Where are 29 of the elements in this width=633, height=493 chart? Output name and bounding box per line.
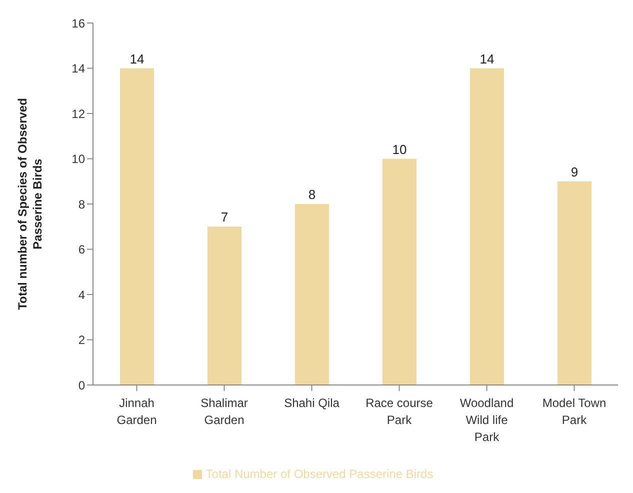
- bar: [382, 158, 416, 385]
- legend-label: Total Number of Observed Passerine Birds: [206, 467, 434, 481]
- y-tick-label: 8: [78, 197, 86, 212]
- y-tick-label: 12: [72, 106, 86, 121]
- y-tick-label: 16: [72, 16, 86, 30]
- y-tick-label: 4: [78, 288, 86, 302]
- data-label: 10: [392, 142, 407, 157]
- x-tick-label: Model Town Park: [542, 396, 606, 427]
- y-tick-label: 14: [72, 62, 86, 76]
- x-tick-label: Race course Park: [366, 396, 434, 427]
- x-tick-label: Woodland Wild life Park: [460, 396, 514, 444]
- x-tick-label: Shalimar Garden: [200, 396, 248, 427]
- bar: [470, 68, 504, 385]
- x-tick-label: Shahi Qila: [284, 396, 340, 410]
- bar: [558, 181, 592, 385]
- data-label: 9: [570, 164, 578, 180]
- y-tick-label: 2: [78, 333, 86, 348]
- y-tick-label: 10: [72, 152, 86, 166]
- bar: [120, 68, 154, 385]
- data-label: 8: [308, 187, 316, 202]
- data-label: 14: [130, 51, 144, 66]
- y-tick-label: 6: [78, 242, 86, 257]
- y-axis-title: Total number of Species of Observed Passerine Birds: [16, 98, 44, 310]
- x-tick-label: Jinnah Garden: [116, 396, 157, 427]
- bar: [295, 204, 329, 385]
- data-label: 7: [220, 210, 228, 225]
- bar: [208, 226, 242, 385]
- data-label: 14: [480, 51, 494, 66]
- y-tick-label: 0: [78, 378, 86, 392]
